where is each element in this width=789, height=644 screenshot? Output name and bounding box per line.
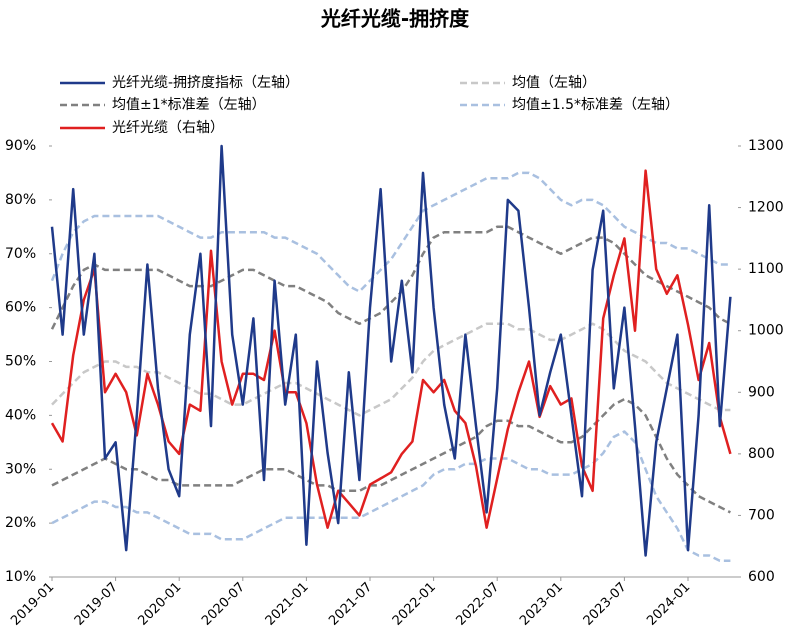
y2-tick-label: 900 [748, 384, 775, 400]
x-tick-label: 2023-07 [581, 580, 630, 629]
x-tick-label: 2020-01 [135, 580, 184, 629]
x-tick-label: 2019-07 [72, 580, 121, 629]
y-tick-label: 80% [5, 192, 36, 208]
y2-tick-label: 1000 [748, 323, 784, 339]
y2-tick-label: 1300 [748, 138, 784, 154]
series-line [50, 171, 731, 293]
series-line [50, 144, 732, 557]
y-tick-label: 20% [5, 515, 36, 531]
x-tick-label: 2022-01 [390, 580, 439, 629]
y2-tick-label: 600 [748, 569, 775, 585]
y2-tick-label: 1100 [748, 261, 784, 277]
y-tick-label: 40% [5, 407, 36, 423]
y2-tick-label: 1200 [748, 200, 784, 216]
x-tick-label: 2022-07 [453, 580, 502, 629]
y2-tick-label: 800 [748, 446, 775, 462]
y-tick-label: 50% [5, 354, 36, 370]
series-line [50, 225, 731, 330]
legend-label: 均值（左轴） [512, 75, 596, 91]
series-line [51, 397, 731, 514]
y-tick-label: 10% [5, 569, 36, 585]
y-tick-label: 60% [5, 300, 36, 316]
x-tick-label: 2021-07 [326, 580, 375, 629]
series-line [50, 169, 732, 529]
x-tick-label: 2020-07 [199, 580, 248, 629]
legend-label: 光纤光缆（右轴） [112, 120, 224, 136]
chart-title: 光纤光缆-拥挤度 [320, 7, 470, 31]
x-tick-label: 2023-01 [517, 580, 566, 629]
legend-label: 光纤光缆-拥挤度指标（左轴） [112, 75, 299, 91]
x-tick-label: 2021-01 [263, 580, 312, 629]
y-tick-label: 90% [5, 138, 36, 154]
series-line [51, 322, 731, 417]
series-line [51, 430, 731, 563]
y2-tick-label: 700 [748, 507, 775, 523]
y-tick-label: 30% [5, 461, 36, 477]
y-tick-label: 70% [5, 246, 36, 262]
legend-label: 均值±1*标准差（左轴） [112, 97, 266, 113]
x-tick-label: 2019-01 [8, 580, 57, 629]
legend-label: 均值±1.5*标准差（左轴） [512, 97, 679, 113]
x-tick-label: 2024-01 [644, 580, 693, 629]
